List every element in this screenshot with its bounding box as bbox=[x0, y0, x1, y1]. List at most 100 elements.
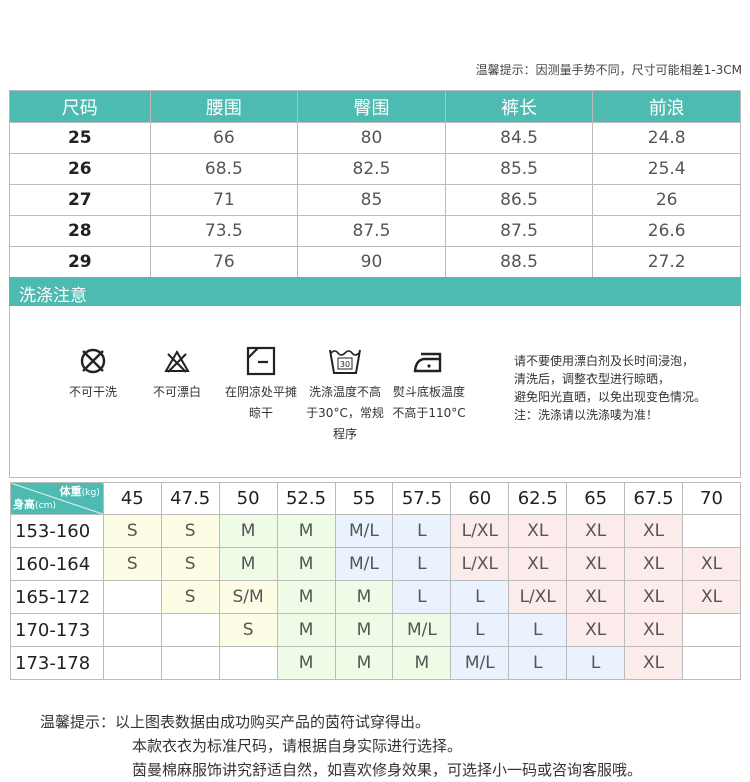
table-row: 160-164 S S M M M/L L L/XL XL XL XL XL bbox=[10, 547, 741, 581]
measurement-cell: 73.5 bbox=[149, 215, 299, 247]
size-recommendation-cell: M bbox=[334, 613, 394, 647]
size-recommendation-cell: M bbox=[218, 514, 278, 548]
size-recommendation-cell: S bbox=[102, 547, 162, 581]
size-recommendation-cell: XL bbox=[624, 646, 684, 680]
size-recommendation-cell: L bbox=[450, 613, 510, 647]
height-cell: 170-173 bbox=[10, 613, 104, 647]
weight-header: 50 bbox=[218, 482, 278, 515]
size-cell: 29 bbox=[9, 246, 151, 278]
height-cell: 173-178 bbox=[10, 646, 104, 680]
measurement-cell: 84.5 bbox=[444, 122, 594, 154]
measurement-cell: 71 bbox=[149, 184, 299, 216]
wash-30-icon: 30 bbox=[329, 349, 361, 374]
wash-care-title: 洗涤注意 bbox=[9, 277, 741, 306]
size-recommendation-cell: L bbox=[566, 646, 626, 680]
size-recommendation-cell: M/L bbox=[450, 646, 510, 680]
measurement-cell: 82.5 bbox=[297, 153, 446, 185]
size-recommendation-cell: L bbox=[450, 580, 510, 614]
column-header: 前浪 bbox=[592, 90, 741, 123]
measurement-tip: 温馨提示：因测量手势不同，尺寸可能相差1-3CM bbox=[475, 63, 742, 77]
table-row: 29 76 90 88.5 27.2 bbox=[9, 246, 741, 278]
size-recommendation-cell: XL bbox=[566, 580, 626, 614]
size-recommendation-cell: L/XL bbox=[508, 580, 568, 614]
height-cell: 165-172 bbox=[10, 580, 104, 614]
measurement-cell: 27.2 bbox=[592, 246, 741, 278]
size-recommendation-cell bbox=[160, 646, 220, 680]
size-recommendation-cell: XL bbox=[624, 613, 684, 647]
no-bleach-icon bbox=[164, 350, 190, 373]
size-recommendation-cell: XL bbox=[566, 514, 626, 548]
wash-item: 不可干洗 bbox=[54, 346, 132, 403]
svg-text:30: 30 bbox=[340, 360, 350, 369]
measurement-cell: 85.5 bbox=[444, 153, 594, 185]
size-cell: 26 bbox=[9, 153, 151, 185]
wash-care-panel: 不可干洗 不可漂白 在阴凉处平摊晾干 30 洗涤温度不高于30°C，常规程序 熨… bbox=[9, 306, 741, 478]
size-recommendation-cell: S bbox=[102, 514, 162, 548]
size-recommendation-cell: XL bbox=[566, 613, 626, 647]
size-recommendation-cell: M bbox=[276, 646, 336, 680]
wash-item: 30 洗涤温度不高于30°C，常规程序 bbox=[306, 346, 384, 445]
weight-header: 65 bbox=[566, 482, 626, 515]
measurement-cell: 88.5 bbox=[444, 246, 594, 278]
size-recommendation-cell: L bbox=[392, 547, 452, 581]
measurement-cell: 87.5 bbox=[444, 215, 594, 247]
size-recommendation-cell: S bbox=[218, 613, 278, 647]
measurement-cell: 86.5 bbox=[444, 184, 594, 216]
size-recommendation-cell: M/L bbox=[334, 514, 394, 548]
weight-header: 47.5 bbox=[160, 482, 220, 515]
weight-header: 60 bbox=[450, 482, 510, 515]
weight-header: 57.5 bbox=[392, 482, 452, 515]
size-recommendation-cell: XL bbox=[508, 514, 568, 548]
size-recommendation-cell bbox=[160, 613, 220, 647]
weight-header: 67.5 bbox=[624, 482, 684, 515]
measurement-cell: 76 bbox=[149, 246, 299, 278]
size-recommendation-cell: M bbox=[276, 580, 336, 614]
size-recommendation-cell bbox=[682, 613, 741, 647]
size-recommendation-cell: S bbox=[160, 547, 220, 581]
size-recommendation-cell: L bbox=[508, 646, 568, 680]
table-row: 170-173 S M M M/L L L XL XL bbox=[10, 613, 741, 647]
size-recommendation-cell: M bbox=[218, 547, 278, 581]
measurement-cell: 90 bbox=[297, 246, 446, 278]
measurement-cell: 87.5 bbox=[297, 215, 446, 247]
column-header: 腰围 bbox=[149, 90, 299, 123]
weight-header: 70 bbox=[682, 482, 741, 515]
size-recommendation-cell: M bbox=[392, 646, 452, 680]
size-recommendation-cell: S bbox=[160, 580, 220, 614]
measurement-cell: 24.8 bbox=[592, 122, 741, 154]
dry-flat-shade-icon bbox=[246, 346, 276, 376]
weight-header: 55 bbox=[334, 482, 394, 515]
column-header: 尺码 bbox=[9, 90, 151, 123]
size-recommendation-cell bbox=[102, 580, 162, 614]
corner-header: 体重(kg) 身高(cm) bbox=[10, 482, 104, 515]
table-row: 25 66 80 84.5 24.8 bbox=[9, 122, 741, 154]
size-recommendation-cell bbox=[218, 646, 278, 680]
size-recommendation-cell: XL bbox=[682, 580, 741, 614]
measurement-cell: 66 bbox=[149, 122, 299, 154]
size-recommendation-cell bbox=[102, 613, 162, 647]
size-recommendation-cell: XL bbox=[682, 547, 741, 581]
size-recommendation-cell: XL bbox=[508, 547, 568, 581]
size-recommendation-cell: M/L bbox=[392, 613, 452, 647]
table-row: 153-160 S S M M M/L L L/XL XL XL XL bbox=[10, 514, 741, 548]
size-recommendation-cell: S bbox=[160, 514, 220, 548]
wash-item: 不可漂白 bbox=[138, 346, 216, 403]
size-recommendation-cell: L bbox=[392, 580, 452, 614]
height-cell: 160-164 bbox=[10, 547, 104, 581]
table-row: 26 68.5 82.5 85.5 25.4 bbox=[9, 153, 741, 185]
size-recommendation-cell: M bbox=[276, 514, 336, 548]
no-dry-clean-icon bbox=[80, 348, 106, 374]
measurement-cell: 68.5 bbox=[149, 153, 299, 185]
height-cell: 153-160 bbox=[10, 514, 104, 548]
wash-note: 请不要使用漂白剂及长时间浸泡， 清洗后，调整衣型进行晾晒， 避免阳光直晒，以免出现变… bbox=[514, 354, 707, 422]
fit-recommendation-table: 体重(kg) 身高(cm) 45 47.5 50 52.5 55 57.5 60 62.5 65… bbox=[10, 482, 741, 680]
wash-item: 在阴凉处平摊晾干 bbox=[222, 346, 300, 424]
size-recommendation-cell bbox=[682, 514, 741, 548]
measurement-cell: 26 bbox=[592, 184, 741, 216]
size-recommendation-cell: XL bbox=[624, 514, 684, 548]
size-recommendation-cell: L/XL bbox=[450, 514, 510, 548]
size-cell: 28 bbox=[9, 215, 151, 247]
size-recommendation-cell: M/L bbox=[334, 547, 394, 581]
size-recommendation-cell: S/M bbox=[218, 580, 278, 614]
size-cell: 25 bbox=[9, 122, 151, 154]
